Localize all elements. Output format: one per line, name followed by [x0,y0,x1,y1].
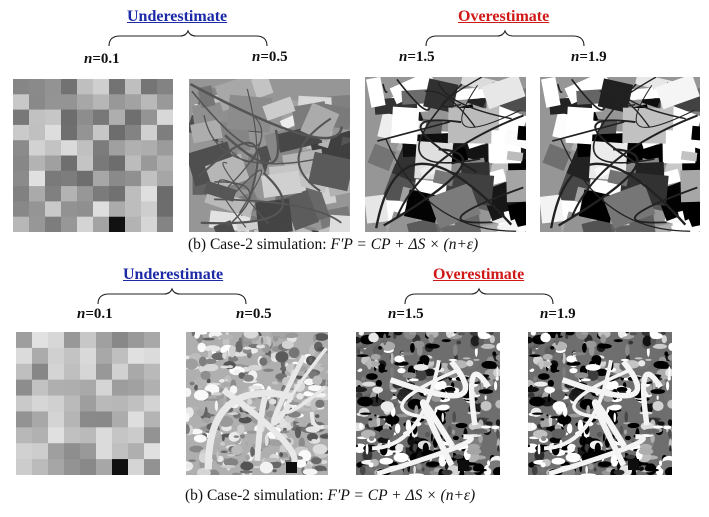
row1-n-label-3: n=1.5 [399,49,435,65]
row1-underestimate-label: Underestimate [127,8,228,25]
row2-overestimate-brace [404,287,554,305]
row2-caption: (b) Case-2 simulation: F′P = CP + ΔS × (… [185,487,476,504]
row2-underestimate-brace [97,287,247,305]
row1-n-label-1: n=0.1 [84,51,120,67]
row1-caption: (b) Case-2 simulation: F′P = CP + ΔS × (… [188,236,479,253]
row2-image-n0.1 [16,332,160,475]
row1-underestimate-brace [108,29,268,47]
row1-n-label-2: n=0.5 [252,49,288,65]
row2-n-label-4: n=1.9 [540,306,576,322]
row2-underestimate-label: Underestimate [123,266,224,283]
row1-overestimate-label: Overestimate [458,8,550,25]
row1-image-n0.1 [13,79,173,232]
row2-caption-formula: F′P = CP + ΔS × (n+ε) [327,487,476,504]
row2-overestimate-label: Overestimate [433,266,525,283]
row1-n-label-4: n=1.9 [571,49,607,65]
row1-image-n1.5 [365,77,526,232]
row2-n-label-2: n=0.5 [236,306,272,322]
row1-overestimate-brace [425,29,585,47]
row2-image-n0.5 [186,332,328,475]
row2-n-label-1: n=0.1 [77,306,113,322]
row1-image-n0.5 [189,79,350,232]
row2-image-n1.9 [528,332,672,475]
row1-caption-formula: F′P = CP + ΔS × (n+ε) [330,236,479,253]
row2-n-label-3: n=1.5 [388,306,424,322]
row1-image-n1.9 [540,77,700,232]
row2-image-n1.5 [356,332,500,475]
